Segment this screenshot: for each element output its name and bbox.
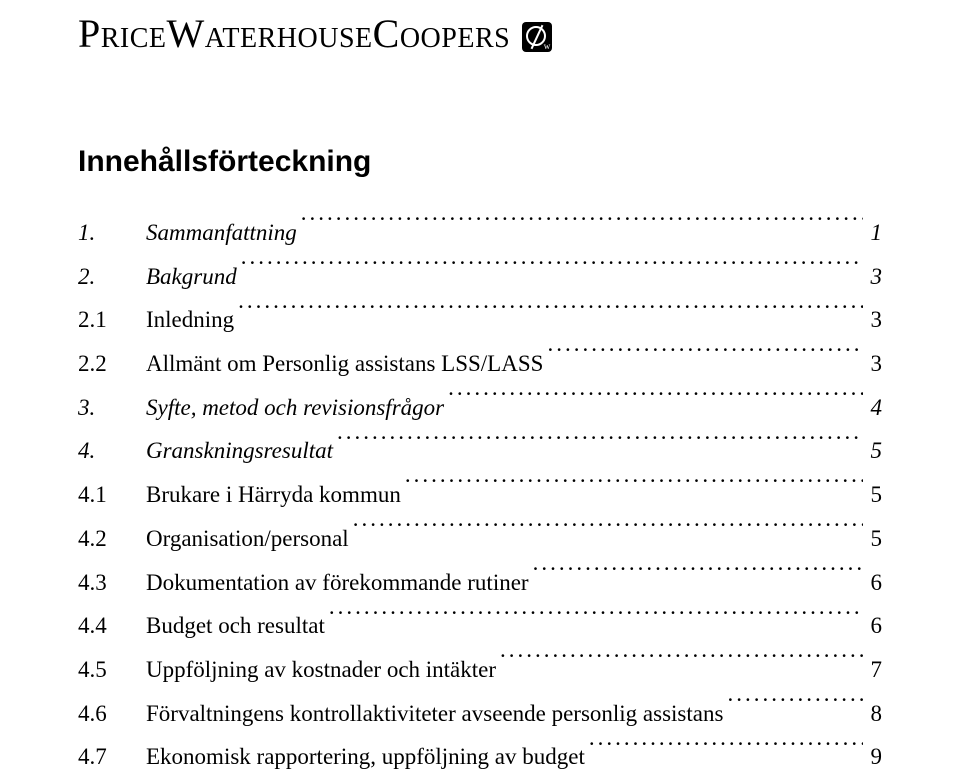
- toc-entry: 4.2Organisation/personal 5: [78, 517, 882, 561]
- wordmark-cap-p: P: [78, 11, 101, 56]
- toc-entry-number: 4.6: [78, 692, 146, 736]
- toc-entry-number: 3.: [78, 386, 146, 430]
- toc-entry-number: 4.4: [78, 604, 146, 648]
- toc-leader-dots: [405, 475, 863, 503]
- toc-entry-page: 6: [867, 604, 883, 648]
- wordmark-cap-c: C: [373, 11, 400, 56]
- toc-leader-dots: [533, 562, 863, 590]
- brand-logo: PRICEWATERHOUSECOOPERS w: [78, 18, 882, 55]
- toc-entry-page: 5: [867, 429, 883, 473]
- toc-leader-dots: [589, 737, 863, 765]
- toc-entry: 4.3Dokumentation av förekommande rutiner…: [78, 561, 882, 605]
- toc-entry-label: Dokumentation av förekommande rutiner: [146, 561, 529, 605]
- toc-entry-page: 8: [867, 692, 883, 736]
- toc-leader-dots: [353, 518, 863, 546]
- toc-list: 1.Sammanfattning12.Bakgrund32.1Inledning…: [78, 211, 882, 779]
- toc-entry-label: Uppföljning av kostnader och intäkter: [146, 648, 496, 692]
- brand-mark-icon: w: [522, 22, 552, 52]
- toc-entry: 4.1Brukare i Härryda kommun 5: [78, 473, 882, 517]
- toc-entry-page: 7: [867, 648, 883, 692]
- toc-entry-page: 1: [867, 211, 883, 255]
- toc-entry-label: Granskningsresultat: [146, 429, 333, 473]
- toc-entry-page: 4: [867, 386, 883, 430]
- toc-entry: 2.1Inledning 3: [78, 298, 882, 342]
- toc-entry-number: 2.: [78, 255, 146, 299]
- toc-entry-page: 5: [867, 517, 883, 561]
- toc-leader-dots: [238, 300, 862, 328]
- toc-entry-number: 2.1: [78, 298, 146, 342]
- toc-entry-number: 2.2: [78, 342, 146, 386]
- toc-leader-dots: [301, 212, 863, 240]
- toc-entry: 4.Granskningsresultat 5: [78, 429, 882, 473]
- toc-entry-number: 4.2: [78, 517, 146, 561]
- wordmark-seg-aterhouse: ATERHOUSE: [205, 23, 373, 54]
- toc-entry: 2.2Allmänt om Personlig assistans LSS/LA…: [78, 342, 882, 386]
- toc-entry-label: Budget och resultat: [146, 604, 325, 648]
- document-page: PRICEWATERHOUSECOOPERS w Innehållsförtec…: [0, 0, 960, 733]
- toc-entry-label: Sammanfattning: [146, 211, 297, 255]
- toc-entry-label: Allmänt om Personlig assistans LSS/LASS: [146, 342, 543, 386]
- toc-entry-page: 5: [867, 473, 883, 517]
- toc-entry-number: 1.: [78, 211, 146, 255]
- toc-entry: 4.6Förvaltningens kontrollaktiviteter av…: [78, 692, 882, 736]
- wordmark-seg-rice: RICE: [101, 23, 167, 54]
- toc-entry-label: Brukare i Härryda kommun: [146, 473, 401, 517]
- toc-entry-page: 3: [867, 255, 883, 299]
- toc-entry-page: 3: [867, 298, 883, 342]
- toc-entry-page: 9: [867, 735, 883, 779]
- toc-leader-dots: [727, 693, 862, 721]
- toc-entry-number: 4.3: [78, 561, 146, 605]
- toc-entry: 4.5Uppföljning av kostnader och intäkter…: [78, 648, 882, 692]
- toc-entry: 4.4Budget och resultat 6: [78, 604, 882, 648]
- toc-leader-dots: [500, 649, 862, 677]
- toc-leader-dots: [241, 256, 863, 284]
- toc-entry-number: 4.5: [78, 648, 146, 692]
- brand-wordmark: PRICEWATERHOUSECOOPERS: [78, 18, 510, 55]
- toc-entry-number: 4.1: [78, 473, 146, 517]
- toc-leader-dots: [337, 431, 863, 459]
- toc-leader-dots: [329, 606, 863, 634]
- toc-entry: 2.Bakgrund 3: [78, 255, 882, 299]
- toc-entry-number: 4.7: [78, 735, 146, 779]
- toc-leader-dots: [448, 387, 862, 415]
- toc-entry-page: 6: [867, 561, 883, 605]
- toc-entry-label: Ekonomisk rapportering, uppföljning av b…: [146, 735, 585, 779]
- toc-entry-label: Inledning: [146, 298, 234, 342]
- toc-leader-dots: [547, 343, 862, 371]
- toc-entry: 4.7Ekonomisk rapportering, uppföljning a…: [78, 735, 882, 779]
- toc-title: Innehållsförteckning: [78, 145, 882, 179]
- toc-entry-label: Organisation/personal: [146, 517, 349, 561]
- toc-entry-label: Förvaltningens kontrollaktiviteter avsee…: [146, 692, 723, 736]
- wordmark-seg-oopers: OOPERS: [400, 23, 510, 54]
- toc-entry-number: 4.: [78, 429, 146, 473]
- toc-entry-page: 3: [867, 342, 883, 386]
- toc-entry-label: Bakgrund: [146, 255, 237, 299]
- toc-entry: 3.Syfte, metod och revisionsfrågor 4: [78, 386, 882, 430]
- toc-entry: 1.Sammanfattning 1: [78, 211, 882, 255]
- toc-entry-label: Syfte, metod och revisionsfrågor: [146, 386, 444, 430]
- wordmark-cap-w: W: [167, 11, 205, 56]
